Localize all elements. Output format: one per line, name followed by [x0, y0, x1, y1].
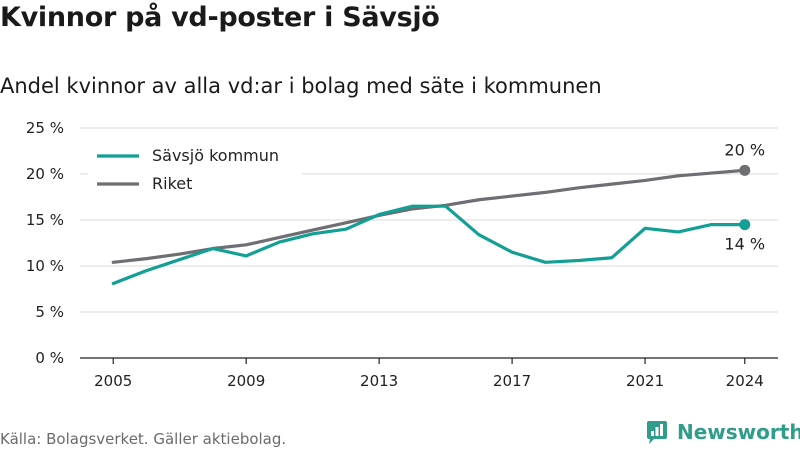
y-tick-label: 0 %	[35, 349, 64, 367]
source-note: Källa: Bolagsverket. Gäller aktiebolag.	[0, 430, 287, 448]
series-lines	[111, 164, 751, 286]
legend-label: Riket	[152, 174, 192, 193]
y-tick-label: 10 %	[26, 257, 64, 275]
x-tick-label: 2024	[726, 372, 764, 390]
line-chart: 0 % 5 % 10 % 15 % 20 % 25 % 2005 2009 2013 2017 20…	[26, 119, 778, 390]
y-tick-label: 5 %	[35, 303, 64, 321]
axes: 0 % 5 % 10 % 15 % 20 % 25 % 2005 2009 2013 2017 20…	[26, 119, 778, 390]
end-label-riket: 20 %	[724, 140, 765, 159]
x-tick-label: 2021	[626, 372, 664, 390]
chart-title: Kvinnor på vd-poster i Sävsjö	[0, 2, 440, 33]
end-label-savsjo: 14 %	[724, 235, 765, 254]
x-tick-label: 2017	[493, 372, 531, 390]
x-tick-label: 2009	[227, 372, 265, 390]
newsworthy-logo-icon	[647, 421, 667, 444]
chart-subtitle: Andel kvinnor av alla vd:ar i bolag med …	[0, 74, 602, 98]
y-tick-label: 15 %	[26, 211, 64, 229]
series-line-savsjo	[111, 204, 747, 286]
newsworthy-logo[interactable]: Newsworthy	[645, 419, 800, 445]
newsworthy-logo-text: Newsworthy	[677, 420, 800, 444]
x-tick-label: 2013	[360, 372, 398, 390]
legend: Sävsjö kommun Riket	[88, 142, 302, 200]
x-tick-label: 2005	[94, 372, 132, 390]
data-labels: 20 % 14 %	[724, 140, 765, 253]
end-point-riket	[739, 164, 751, 176]
y-tick-label: 20 %	[26, 165, 64, 183]
y-tick-label: 25 %	[26, 119, 64, 137]
legend-background	[88, 142, 302, 200]
legend-label: Sävsjö kommun	[152, 146, 279, 165]
end-point-savsjo	[739, 219, 751, 231]
